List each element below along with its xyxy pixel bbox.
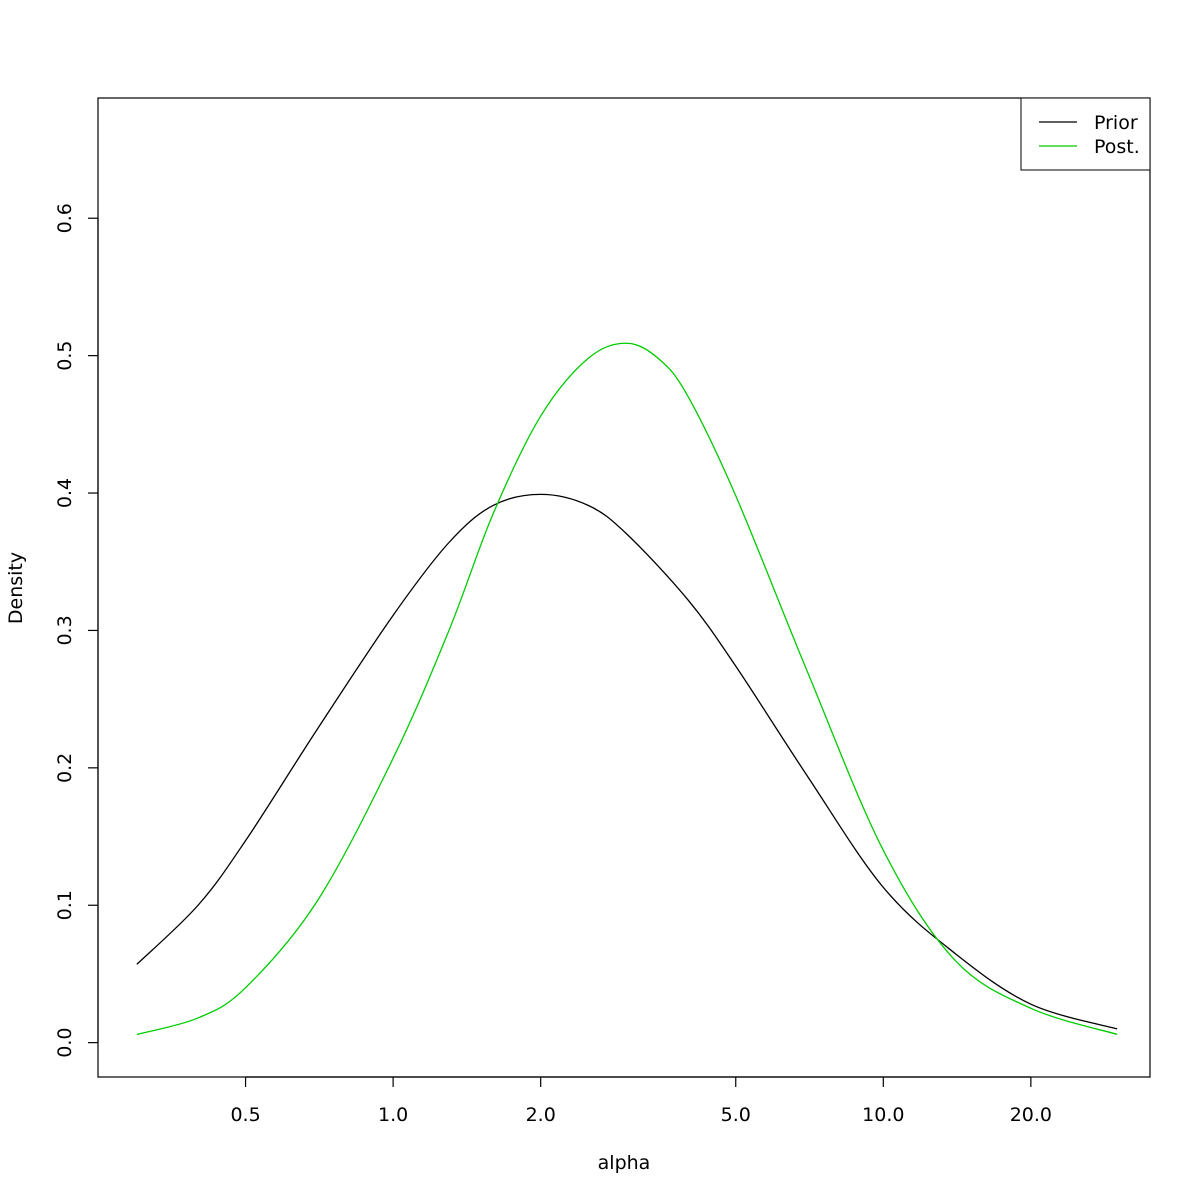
- legend-label-prior: Prior: [1094, 112, 1138, 134]
- x-tick-label: 5.0: [721, 1104, 751, 1126]
- x-tick-label: 10.0: [862, 1104, 904, 1126]
- y-tick-label: 0.3: [54, 615, 76, 645]
- x-tick-label: 0.5: [230, 1104, 260, 1126]
- x-tick-label: 20.0: [1010, 1104, 1052, 1126]
- x-axis-label: alpha: [598, 1152, 651, 1174]
- y-axis: 0.0 0.1 0.2 0.3 0.4 0.5 0.6: [54, 203, 99, 1058]
- legend-box: [1020, 97, 1151, 171]
- y-tick-label: 0.1: [54, 890, 76, 920]
- series-line-post: [136, 342, 1118, 1036]
- x-tick-label: 1.0: [378, 1104, 408, 1126]
- x-tick-label: 2.0: [526, 1104, 556, 1126]
- y-tick-label: 0.4: [54, 478, 76, 508]
- y-tick-label: 0.5: [54, 341, 76, 371]
- series-layer: [136, 342, 1118, 1036]
- legend-label-post: Post.: [1094, 136, 1140, 158]
- plot-frame: [97, 97, 1151, 1078]
- series-line-prior: [136, 493, 1118, 1030]
- y-tick-label: 0.0: [54, 1028, 76, 1058]
- x-axis: 0.5 1.0 2.0 5.0 10.0 20.0: [230, 1076, 1052, 1126]
- legend: Prior Post.: [1020, 97, 1151, 171]
- y-axis-label: Density: [5, 552, 27, 624]
- y-tick-label: 0.2: [54, 753, 76, 783]
- y-tick-label: 0.6: [54, 203, 76, 233]
